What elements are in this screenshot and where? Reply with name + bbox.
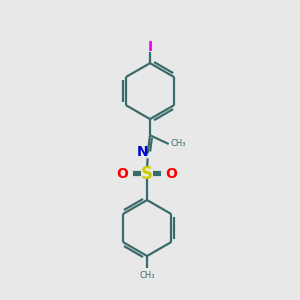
Text: CH₃: CH₃ [170, 140, 186, 148]
Text: CH₃: CH₃ [139, 271, 155, 280]
Text: S: S [141, 165, 153, 183]
Text: O: O [166, 167, 177, 181]
Text: I: I [147, 40, 153, 54]
Text: N: N [136, 146, 148, 159]
Text: O: O [117, 167, 129, 181]
